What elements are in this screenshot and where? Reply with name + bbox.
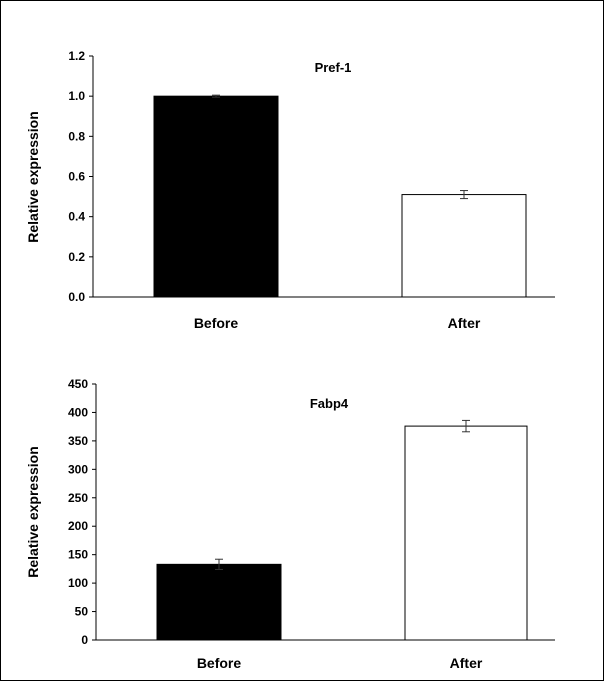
y-tick-label: 0.8 bbox=[68, 129, 85, 143]
y-axis-title-fabp4: Relative expression bbox=[25, 446, 41, 578]
bar-after-fabp4 bbox=[404, 425, 528, 641]
category-label: After bbox=[448, 315, 481, 331]
y-tick-label: 0.2 bbox=[68, 250, 85, 264]
y-tick-label: 100 bbox=[68, 576, 88, 590]
y-tick-label: 300 bbox=[68, 462, 88, 476]
y-tick-label: 50 bbox=[75, 605, 89, 619]
y-axis-title-pref1: Relative expression bbox=[25, 111, 41, 243]
chart-fabp4: Fabp4 Relative expression 0 50 100 150 200 25… bbox=[25, 377, 555, 671]
y-tick-label: 400 bbox=[68, 405, 88, 419]
y-tick-label: 0.6 bbox=[68, 170, 85, 184]
category-label: After bbox=[450, 655, 483, 671]
y-tick-label: 350 bbox=[68, 434, 88, 448]
y-tick-label: 1.0 bbox=[68, 89, 85, 103]
chart-title-pref1: Pref-1 bbox=[315, 60, 352, 75]
bar-before-pref1 bbox=[153, 95, 279, 298]
bar-after-pref1 bbox=[401, 194, 527, 298]
y-tick-label: 450 bbox=[68, 377, 88, 391]
y-tick-label: 0.4 bbox=[68, 210, 85, 224]
plot-area-fabp4: 0 50 100 150 200 250 300 350 400 450 Before After bbox=[68, 377, 555, 671]
y-tick-label: 150 bbox=[68, 548, 88, 562]
y-tick-label: 200 bbox=[68, 519, 88, 533]
category-label: Before bbox=[197, 655, 242, 671]
y-tick-label: 0 bbox=[81, 633, 88, 647]
category-label: Before bbox=[194, 315, 239, 331]
chart-pref1: Pref-1 Relative expression 0.00.20.40.60… bbox=[25, 49, 555, 331]
y-tick-label: 1.2 bbox=[68, 49, 85, 63]
plot-area-pref1: 0.0 0.2 0.4 0.6 0.8 1.0 1.2 Before After bbox=[68, 49, 555, 331]
bar-before-fabp4 bbox=[156, 563, 282, 641]
chart-title-fabp4: Fabp4 bbox=[310, 396, 349, 411]
y-tick-label: 0.0 bbox=[68, 290, 85, 304]
y-tick-label: 250 bbox=[68, 491, 88, 505]
